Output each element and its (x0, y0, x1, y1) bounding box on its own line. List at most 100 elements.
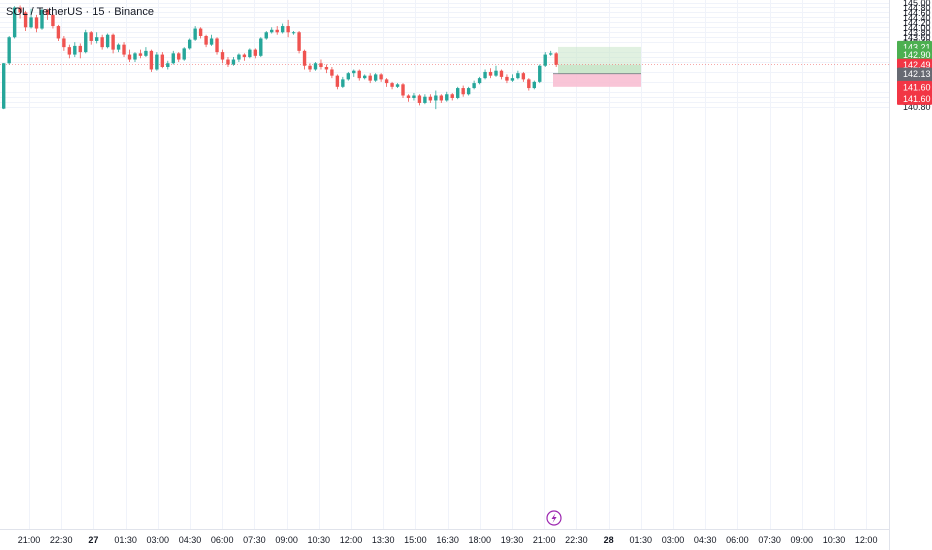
lightning-marker[interactable] (546, 510, 562, 526)
candle-body (439, 95, 443, 101)
price-tag-label: 142.90 (903, 50, 931, 60)
candle (78, 43, 82, 59)
candle-body (12, 7, 17, 38)
candles (2, 5, 558, 110)
time-tick-label: 01:30 (114, 535, 137, 545)
time-tick-label: 01:30 (630, 535, 653, 545)
candle-body (242, 54, 247, 58)
candle (253, 48, 258, 59)
candle-body (105, 34, 110, 48)
candle (549, 50, 553, 56)
candle (215, 37, 219, 55)
price-tick-label: 144.40 (903, 13, 931, 23)
time-tick-label: 21:00 (18, 535, 41, 545)
candle-body (177, 53, 181, 60)
candle (67, 44, 72, 59)
candle (488, 68, 493, 79)
candle (417, 94, 422, 106)
candle-body (368, 75, 372, 81)
candle-body (466, 88, 471, 95)
candle (532, 80, 536, 90)
stop-zone[interactable] (553, 73, 641, 87)
candle (319, 59, 323, 70)
candle-body (127, 54, 132, 60)
candle-body (357, 70, 361, 79)
candle-body (352, 70, 356, 74)
time-axis[interactable]: 21:00 22:30 27 01:30 03:00 04:30 06:00 07:30 09:… (18, 535, 878, 545)
time-tick-label: 06:00 (726, 535, 749, 545)
candle-body (406, 95, 411, 98)
candle (160, 52, 165, 69)
candle-body (198, 28, 203, 36)
candle (423, 94, 427, 105)
candle (291, 31, 296, 35)
time-tick-label: 15:00 (404, 535, 427, 545)
candle-body (335, 75, 340, 87)
candle-body (155, 54, 159, 70)
candle-body (18, 7, 22, 13)
candle (483, 69, 487, 80)
candle (45, 8, 50, 20)
candle (56, 24, 61, 41)
candle (554, 52, 558, 67)
candle-body (89, 32, 93, 41)
candle (231, 57, 236, 66)
price-tick-label: 144.20 (903, 18, 931, 28)
time-tick-label: 04:30 (179, 535, 202, 545)
candle (18, 5, 22, 19)
candle (538, 64, 542, 84)
candle-body (472, 83, 476, 89)
candle (341, 76, 345, 89)
time-tick-label: 19:30 (501, 535, 524, 545)
time-tick-label: 22:30 (50, 535, 73, 545)
time-tick-label: 16:30 (436, 535, 459, 545)
candle-body (253, 49, 258, 56)
candle (527, 78, 531, 91)
candle-body (111, 34, 115, 50)
time-tick-label: 13:30 (372, 535, 395, 545)
candle (220, 49, 225, 64)
target-zone-upper[interactable] (558, 46, 641, 65)
candle (149, 49, 154, 72)
candle (138, 49, 143, 59)
candle (34, 14, 39, 33)
candle (461, 85, 465, 97)
candle (237, 53, 241, 63)
candle (127, 49, 132, 63)
candle (122, 42, 126, 58)
candle (187, 38, 192, 50)
candle-body (160, 54, 165, 67)
price-tag-sub: 141.60 (903, 94, 931, 104)
candle (286, 19, 290, 38)
price-tags: 143.21142.90142.4905:17142.13142.13141.6… (897, 40, 932, 105)
candle (330, 66, 334, 79)
candle-body (417, 95, 422, 103)
candle (226, 57, 230, 67)
time-tick-label: 12:00 (340, 535, 363, 545)
candle-body (209, 38, 214, 45)
candle (510, 74, 515, 82)
target-zone-filled[interactable] (558, 64, 641, 74)
candle-body (122, 44, 126, 55)
price-tag-bg (897, 80, 932, 105)
candle-body (73, 45, 77, 55)
candle-body (384, 79, 389, 84)
candle-body (237, 54, 241, 60)
candle-body (423, 96, 427, 103)
candle (445, 91, 449, 102)
candle-body (428, 96, 433, 101)
price-tick-label: 145.00 (903, 0, 931, 8)
candle-body (543, 54, 547, 66)
candle-body (78, 45, 82, 53)
price-tag-bg (897, 48, 932, 61)
candle-body (527, 79, 531, 89)
candle-body (297, 32, 301, 51)
position-zones[interactable] (0, 46, 889, 87)
candle-body (226, 59, 230, 65)
time-tick-label: 10:30 (823, 535, 846, 545)
candle-body (220, 52, 225, 60)
candle (368, 73, 372, 84)
candle-body (204, 35, 208, 45)
candle-body (62, 38, 66, 48)
